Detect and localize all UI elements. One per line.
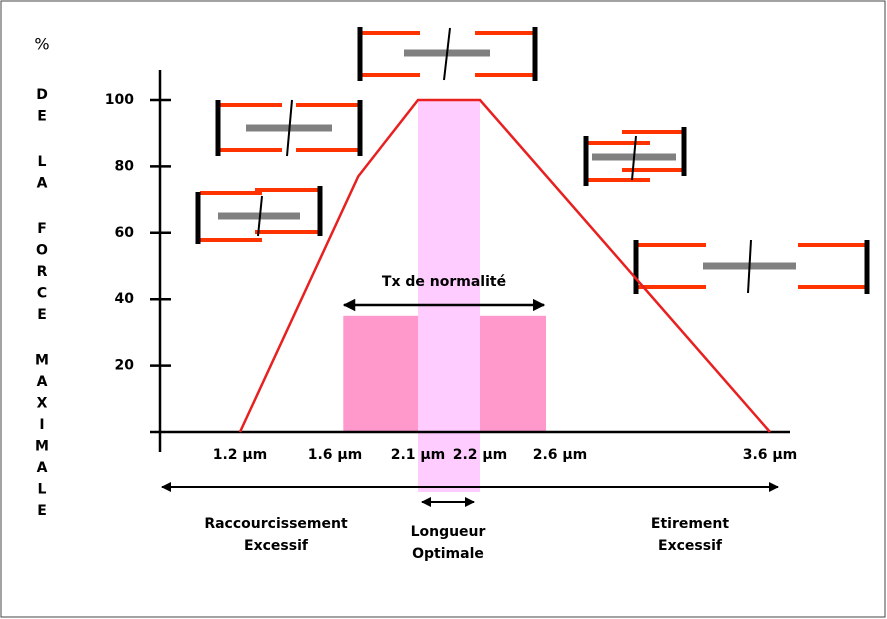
x-tick-label: 1.2 µm <box>213 447 268 463</box>
sarcomere-icon <box>198 186 320 244</box>
y-tick-label: 20 <box>115 358 135 374</box>
y-tick-label: 40 <box>115 291 135 307</box>
x-tick-label: 3.6 µm <box>743 447 798 463</box>
y-tick-label: 80 <box>115 158 135 174</box>
sarcomere-icon <box>360 27 535 81</box>
sarcomere-icon <box>218 100 360 156</box>
y-unit: % <box>34 35 49 54</box>
y-tick-label: 60 <box>115 225 135 241</box>
sarcomere-icon <box>586 127 684 186</box>
x-tick-label: 2.1 µm <box>391 447 446 463</box>
normal-label: Tx de normalité <box>382 274 506 290</box>
x-tick-label: 2.2 µm <box>453 447 508 463</box>
sarcomere-icon <box>636 240 867 294</box>
x-tick-label: 2.6 µm <box>533 447 588 463</box>
short-label: Excessif <box>244 538 309 554</box>
stretch-label: Excessif <box>658 538 723 554</box>
stretch-label: Etirement <box>651 516 730 532</box>
optimal-label: Optimale <box>412 546 484 562</box>
chart: % DELAFORCEMAXIMALE Tx de normalité Racc… <box>0 0 887 619</box>
x-tick-label: 1.6 µm <box>308 447 363 463</box>
optimal-label: Longueur <box>411 524 486 540</box>
short-label: Raccourcissement <box>204 516 348 532</box>
y-tick-label: 100 <box>105 92 134 108</box>
